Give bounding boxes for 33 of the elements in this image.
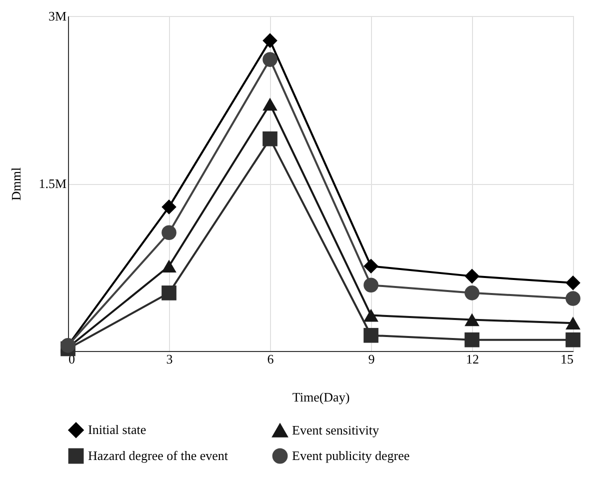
x-tick-label: 12 — [466, 352, 479, 366]
point — [162, 225, 176, 240]
point — [566, 332, 580, 348]
point — [464, 313, 480, 326]
point — [364, 328, 378, 343]
point — [262, 131, 278, 146]
point — [464, 332, 480, 348]
x-axis-title: Time(Day) — [292, 390, 350, 404]
y-axis-title: Dmml — [8, 167, 24, 201]
x-tick-label: 9 — [368, 352, 375, 366]
point — [464, 286, 480, 300]
point — [364, 308, 378, 322]
point — [162, 286, 176, 300]
legend-label: Event publicity degree — [292, 448, 410, 463]
x-tick-label: 6 — [267, 352, 274, 366]
point — [566, 275, 580, 290]
point — [566, 316, 580, 330]
legend-label: Initial state — [88, 422, 146, 438]
legend-label: Event sensitivity — [292, 422, 380, 438]
point — [162, 260, 176, 273]
x-tick-label: 3 — [166, 352, 173, 366]
point — [262, 98, 278, 111]
point — [364, 258, 378, 274]
point — [262, 52, 278, 67]
point — [162, 200, 176, 214]
point — [262, 33, 278, 48]
point — [566, 291, 580, 306]
point — [364, 278, 378, 293]
point — [464, 268, 480, 284]
y-tick-label: 1.5M — [38, 176, 67, 191]
y-tick-label: 3M — [48, 8, 67, 24]
legend-label: Hazard degree of the event — [88, 448, 228, 463]
x-tick-label: 15 — [560, 352, 574, 366]
